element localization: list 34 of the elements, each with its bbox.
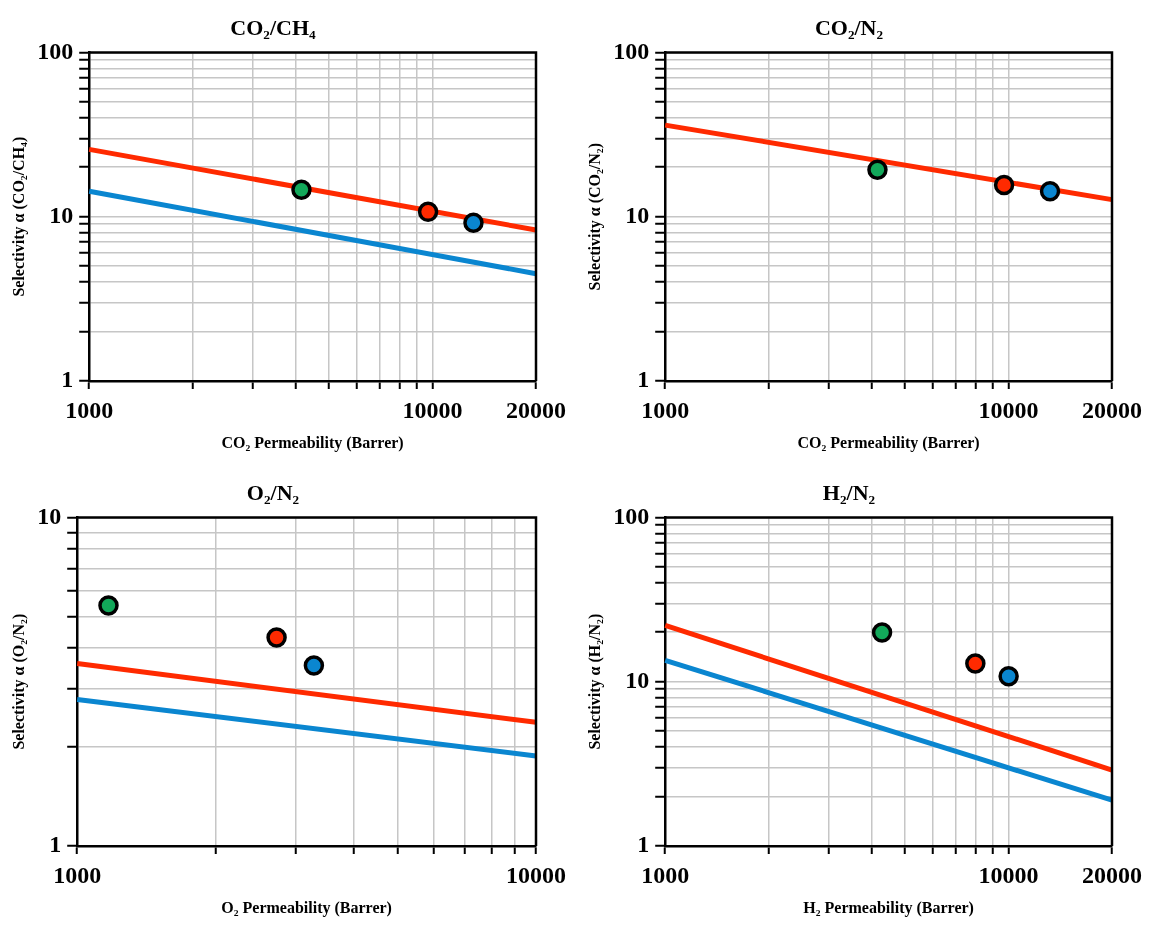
x-axis-title: CO₂ Permeability (Barrer) [221,433,404,452]
x-tick-label: 1000 [641,861,690,888]
x-tick-label: 1000 [641,396,690,423]
x-tick-label: 10000 [978,861,1039,888]
y-tick-label: 100 [613,502,650,529]
y-axis-title: Selectivity α (CO₂/CH₄) [9,136,28,297]
y-axis-title: Selectivity α (H₂/N₂) [585,613,604,750]
y-tick-label: 100 [37,37,74,64]
chart-title: CO₂/CH₄ [230,14,317,40]
x-tick-label: 1000 [65,396,114,423]
x-tick-label: 10000 [402,396,463,423]
x-tick-label: 20000 [506,396,566,423]
y-axis-title: Selectivity α (O₂/N₂) [9,613,28,750]
x-tick-label: 1000 [53,861,102,888]
x-axis-title: H₂ Permeability (Barrer) [803,898,974,917]
y-tick-label: 100 [613,37,650,64]
y-tick-label: 10 [625,201,650,228]
y-tick-label: 1 [637,831,650,858]
y-tick-label: 1 [49,831,62,858]
x-tick-label: 20000 [1082,396,1142,423]
y-tick-label: 10 [625,666,650,693]
y-tick-label: 1 [61,366,74,393]
y-tick-label: 1 [637,366,650,393]
chart-title: H₂/N₂ [822,479,876,505]
y-axis-title: Selectivity α (CO₂/N₂) [585,143,604,291]
x-tick-label: 10000 [506,861,566,888]
x-tick-label: 10000 [978,396,1039,423]
x-axis-title: CO₂ Permeability (Barrer) [797,433,980,452]
y-tick-label: 10 [49,201,74,228]
x-tick-label: 20000 [1082,861,1142,888]
chart-title: CO₂/N₂ [814,14,884,40]
chart-title: O₂/N₂ [246,479,300,505]
x-axis-title: O₂ Permeability (Barrer) [221,898,392,917]
y-tick-label: 10 [37,502,62,529]
